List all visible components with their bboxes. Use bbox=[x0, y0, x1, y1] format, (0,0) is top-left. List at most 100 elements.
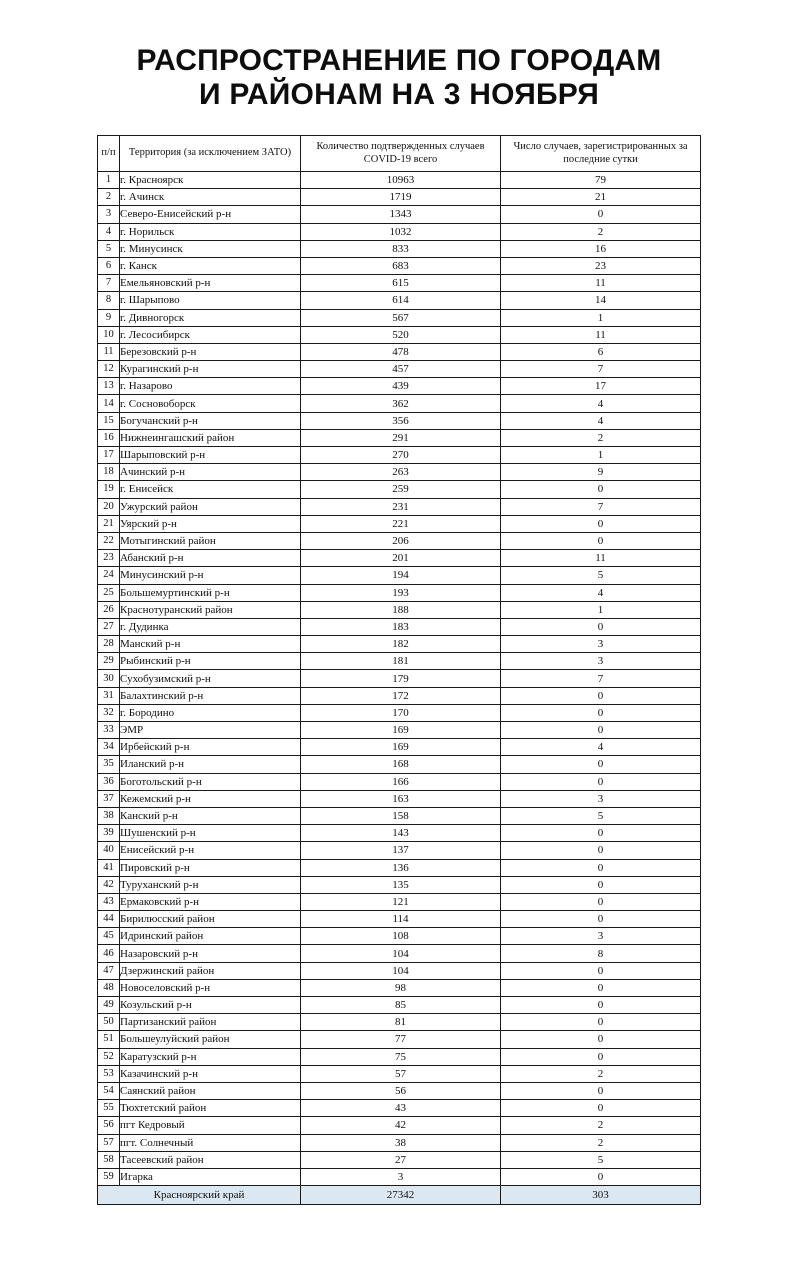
cell-total-cases: 170 bbox=[300, 703, 501, 723]
cell-territory: г. Дивногорск bbox=[119, 308, 301, 327]
cell-daily-cases: 6 bbox=[500, 342, 701, 362]
table-row: 59 Игарка 3 0 bbox=[97, 1167, 701, 1187]
cell-index: 51 bbox=[97, 1030, 120, 1049]
cell-index: 30 bbox=[97, 669, 120, 688]
table-row: 34 Ирбейский р-н 169 4 bbox=[97, 738, 701, 757]
cell-total-cases: 478 bbox=[300, 342, 501, 362]
cell-daily-cases: 2 bbox=[500, 1133, 701, 1152]
cell-total-cases: 181 bbox=[300, 652, 501, 671]
cell-territory: Минусинский р-н bbox=[119, 566, 301, 585]
cell-daily-cases: 0 bbox=[500, 875, 701, 894]
cell-territory: Идринский район bbox=[119, 927, 301, 946]
cell-total-cases: 104 bbox=[300, 944, 501, 963]
table-row: 40 Енисейский р-н 137 0 bbox=[97, 841, 701, 860]
cell-total-cases: 179 bbox=[300, 669, 501, 688]
cell-territory: г. Енисейск bbox=[119, 480, 301, 499]
cell-territory: Пировский р-н bbox=[119, 858, 301, 877]
cell-total-cases: 169 bbox=[300, 738, 501, 757]
table-row: 47 Дзержинский район 104 0 bbox=[97, 961, 701, 980]
table-row: 8 г. Шарыпово 614 14 bbox=[97, 291, 701, 310]
cell-total-cases: 172 bbox=[300, 686, 501, 705]
cell-territory: г. Канск bbox=[119, 256, 301, 276]
cell-index: 56 bbox=[97, 1116, 120, 1135]
cell-daily-cases: 3 bbox=[500, 652, 701, 671]
table-container: п/п Территория (за исключением ЗАТО) Кол… bbox=[0, 135, 798, 1206]
table-row: 44 Бирилюсский район 114 0 bbox=[97, 910, 701, 929]
cell-index: 52 bbox=[97, 1047, 120, 1066]
cell-index: 23 bbox=[97, 549, 120, 568]
cell-territory: Ужурский район bbox=[119, 497, 301, 516]
cell-territory: Тасеевский район bbox=[119, 1150, 301, 1169]
cell-index: 35 bbox=[97, 755, 120, 774]
cell-daily-cases: 2 bbox=[500, 1116, 701, 1135]
table-row: 23 Абанский р-н 201 11 bbox=[97, 549, 701, 568]
cell-index: 49 bbox=[97, 995, 120, 1015]
cell-territory: Туруханский р-н bbox=[119, 875, 301, 894]
table-row: 10 г. Лесосибирск 520 11 bbox=[97, 325, 701, 344]
cell-index: 44 bbox=[97, 910, 120, 929]
cell-daily-cases: 0 bbox=[500, 892, 701, 912]
cell-daily-cases: 7 bbox=[500, 497, 701, 516]
cell-daily-cases: 5 bbox=[500, 1150, 701, 1169]
table-row: 20 Ужурский район 231 7 bbox=[97, 497, 701, 516]
cell-total-cases: 166 bbox=[300, 772, 501, 791]
cell-total-cases: 615 bbox=[300, 274, 501, 293]
table-row: 5 г. Минусинск 833 16 bbox=[97, 239, 701, 258]
table-row: 42 Туруханский р-н 135 0 bbox=[97, 875, 701, 894]
cell-territory: Краснотуранский район bbox=[119, 600, 301, 619]
cell-index: 43 bbox=[97, 892, 120, 912]
cell-total-cases: 3 bbox=[300, 1167, 501, 1187]
cell-index: 10 bbox=[97, 325, 120, 344]
cell-daily-cases: 8 bbox=[500, 944, 701, 963]
table-row: 13 г. Назарово 439 17 bbox=[97, 377, 701, 396]
cell-total-cases: 439 bbox=[300, 377, 501, 396]
table-row: 9 г. Дивногорск 567 1 bbox=[97, 308, 701, 327]
cell-total-cases: 98 bbox=[300, 978, 501, 998]
cell-index: 48 bbox=[97, 978, 120, 998]
table-row: 31 Балахтинский р-н 172 0 bbox=[97, 686, 701, 705]
cell-daily-cases: 1 bbox=[500, 445, 701, 465]
cell-daily-cases: 5 bbox=[500, 566, 701, 585]
cell-daily-cases: 1 bbox=[500, 308, 701, 327]
cell-total-cases: 206 bbox=[300, 531, 501, 551]
table-row: 25 Большемуртинский р-н 193 4 bbox=[97, 583, 701, 602]
cell-index: 31 bbox=[97, 686, 120, 705]
cell-total-cases: 168 bbox=[300, 755, 501, 774]
total-row-total-cases: 27342 bbox=[300, 1185, 501, 1206]
cell-total-cases: 182 bbox=[300, 635, 501, 654]
cell-daily-cases: 0 bbox=[500, 1099, 701, 1118]
cell-total-cases: 114 bbox=[300, 910, 501, 929]
cell-index: 40 bbox=[97, 841, 120, 860]
cell-total-cases: 137 bbox=[300, 841, 501, 860]
cell-index: 2 bbox=[97, 188, 120, 207]
cell-index: 55 bbox=[97, 1099, 120, 1118]
cell-territory: Партизанский район bbox=[119, 1013, 301, 1032]
cell-daily-cases: 0 bbox=[500, 480, 701, 499]
total-row-daily-cases: 303 bbox=[500, 1185, 701, 1206]
table-row: 1 г. Красноярск 10963 79 bbox=[97, 170, 701, 190]
cell-daily-cases: 4 bbox=[500, 738, 701, 757]
cell-territory: пгт Кедровый bbox=[119, 1116, 301, 1135]
cell-daily-cases: 5 bbox=[500, 806, 701, 826]
cell-territory: Тюхтетский район bbox=[119, 1099, 301, 1118]
cell-total-cases: 231 bbox=[300, 497, 501, 516]
cell-territory: г. Назарово bbox=[119, 377, 301, 396]
cell-total-cases: 263 bbox=[300, 463, 501, 482]
cell-territory: Ачинский р-н bbox=[119, 463, 301, 482]
cell-daily-cases: 2 bbox=[500, 222, 701, 241]
cell-index: 7 bbox=[97, 274, 120, 293]
cell-total-cases: 270 bbox=[300, 445, 501, 465]
cell-daily-cases: 0 bbox=[500, 1013, 701, 1032]
cell-daily-cases: 0 bbox=[500, 720, 701, 740]
cell-territory: Новоселовский р-н bbox=[119, 978, 301, 998]
covid-distribution-table: п/п Территория (за исключением ЗАТО) Кол… bbox=[97, 135, 701, 1206]
cell-territory: Ирбейский р-н bbox=[119, 738, 301, 757]
cell-territory: Козульский р-н bbox=[119, 995, 301, 1015]
cell-index: 34 bbox=[97, 738, 120, 757]
table-row: 27 г. Дудинка 183 0 bbox=[97, 617, 701, 637]
cell-index: 58 bbox=[97, 1150, 120, 1169]
table-row: 3 Северо-Енисейский р-н 1343 0 bbox=[97, 205, 701, 224]
cell-index: 37 bbox=[97, 789, 120, 808]
table-row: 57 пгт. Солнечный 38 2 bbox=[97, 1133, 701, 1152]
cell-daily-cases: 0 bbox=[500, 858, 701, 877]
